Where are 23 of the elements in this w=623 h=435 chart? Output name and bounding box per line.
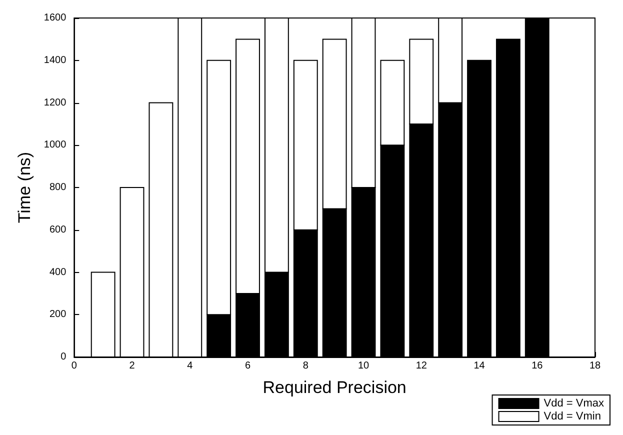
x-tick-label: 2 bbox=[129, 360, 136, 372]
x-tick-label: 12 bbox=[416, 360, 428, 372]
y-tick-label: 0 bbox=[60, 352, 67, 362]
x-tick-label: 14 bbox=[474, 360, 486, 372]
x-axis-title: Required Precision bbox=[262, 378, 406, 397]
y-tick-label: 1400 bbox=[44, 54, 67, 66]
y-tick-label: 400 bbox=[49, 266, 67, 278]
x-tick-label: 16 bbox=[532, 360, 544, 372]
x-tick-label: 18 bbox=[589, 360, 601, 372]
x-tick-label: 0 bbox=[71, 360, 78, 372]
y-tick-label: 600 bbox=[49, 224, 67, 236]
x-tick-label: 6 bbox=[244, 360, 251, 372]
legend-label: Vdd = Vmax bbox=[544, 398, 604, 410]
x-tick-label: 4 bbox=[187, 360, 194, 372]
y-tick-label: 800 bbox=[49, 182, 67, 193]
y-tick-label: 1000 bbox=[44, 140, 67, 151]
y-axis-title: Time (ns) bbox=[15, 152, 34, 224]
legend-label: Vdd = Vmin bbox=[544, 410, 601, 422]
y-tick-label: 1200 bbox=[44, 97, 67, 108]
x-tick-label: 10 bbox=[358, 360, 370, 372]
x-tick-label: 8 bbox=[302, 360, 309, 372]
y-tick-label: 1600 bbox=[44, 12, 67, 24]
y-tick-label: 200 bbox=[49, 309, 67, 320]
